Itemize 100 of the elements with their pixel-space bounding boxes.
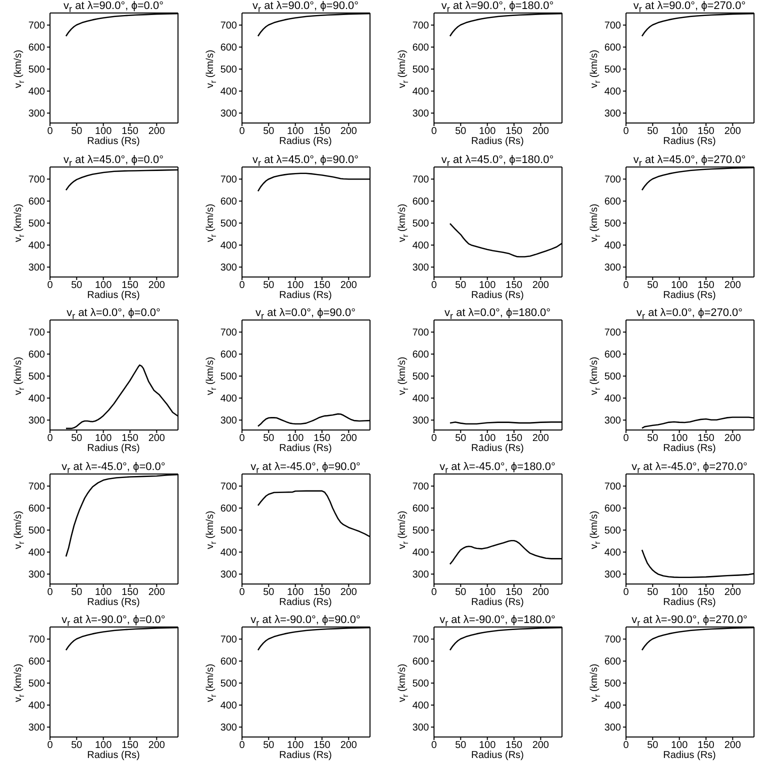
x-tick-label: 50 [455, 740, 467, 752]
x-axis-title: Radius (Rs) [87, 136, 140, 148]
y-tick-label: 300 [412, 570, 430, 581]
x-tick-label: 150 [314, 126, 331, 138]
x-tick-label: 200 [148, 740, 166, 752]
chart-title: v$_{r}$ at λ=-45.0°, ϕ=90.0° [250, 461, 360, 478]
chart-title: v$_{r}$ at λ=-90.0°, ϕ=0.0° [62, 614, 166, 630]
chart-title: v$_{r}$ at λ=0.0°, ϕ=90.0° [256, 307, 356, 324]
y-tick-label: 700 [28, 328, 46, 339]
y-tick-label: 600 [604, 350, 622, 361]
y-tick-label: 400 [220, 240, 238, 252]
x-tick-label: 0 [239, 740, 246, 752]
y-tick-label: 400 [28, 394, 46, 405]
x-tick-label: 200 [340, 740, 358, 752]
y-tick-label: 300 [604, 262, 622, 274]
y-tick-label: 700 [412, 20, 430, 32]
x-tick-label: 0 [47, 126, 54, 138]
y-tick-label: 700 [28, 174, 46, 186]
x-tick-label: 0 [623, 587, 630, 598]
x-tick-label: 150 [122, 126, 139, 138]
y-tick-label: 500 [220, 372, 238, 383]
y-tick-label: 300 [28, 108, 46, 120]
x-tick-label: 50 [71, 280, 83, 292]
x-tick-label: 200 [148, 280, 166, 292]
x-tick-label: 200 [340, 126, 358, 138]
y-tick-label: 600 [220, 656, 238, 668]
y-tick-label: 600 [412, 42, 430, 54]
y-tick-label: 500 [604, 64, 622, 76]
y-tick-label: 500 [604, 526, 622, 537]
x-tick-label: 150 [698, 587, 715, 598]
x-tick-label: 0 [431, 740, 438, 752]
y-tick-label: 500 [412, 372, 430, 383]
y-tick-label: 700 [28, 20, 46, 32]
y-tick-label: 600 [220, 42, 238, 54]
y-tick-label: 700 [412, 634, 430, 646]
x-tick-label: 0 [431, 587, 438, 598]
y-tick-label: 500 [28, 678, 46, 690]
x-tick-label: 150 [506, 280, 523, 292]
y-tick-label: 300 [28, 570, 46, 581]
x-tick-label: 0 [623, 280, 630, 292]
x-tick-label: 50 [71, 126, 83, 138]
x-axis-title: Radius (Rs) [471, 136, 524, 148]
x-tick-label: 100 [478, 433, 496, 444]
y-tick-label: 500 [604, 678, 622, 690]
y-tick-label: 400 [604, 240, 622, 252]
x-tick-label: 200 [148, 433, 166, 444]
x-tick-label: 150 [506, 740, 523, 752]
y-tick-label: 600 [604, 656, 622, 668]
chart-title: v$_{r}$ at λ=45.0°, ϕ=180.0° [441, 154, 554, 170]
x-tick-label: 50 [71, 433, 83, 444]
x-tick-label: 0 [623, 126, 630, 138]
y-tick-label: 600 [604, 196, 622, 208]
y-tick-label: 500 [604, 372, 622, 383]
y-tick-label: 400 [604, 700, 622, 712]
y-tick-label: 600 [604, 42, 622, 54]
y-tick-label: 700 [220, 482, 238, 493]
y-tick-label: 400 [28, 548, 46, 559]
y-tick-label: 700 [412, 328, 430, 339]
y-tick-label: 400 [412, 86, 430, 98]
y-tick-label: 600 [220, 504, 238, 515]
x-tick-label: 150 [698, 740, 715, 752]
y-tick-label: 600 [412, 196, 430, 208]
x-tick-label: 0 [47, 740, 54, 752]
y-tick-label: 700 [412, 174, 430, 186]
x-tick-label: 0 [431, 433, 438, 444]
x-tick-label: 50 [455, 280, 467, 292]
chart-title: v$_{r}$ at λ=-90.0°, ϕ=270.0° [632, 614, 748, 630]
x-tick-label: 0 [47, 280, 54, 292]
x-tick-label: 50 [71, 587, 83, 598]
x-tick-label: 100 [94, 126, 112, 138]
x-tick-label: 150 [122, 280, 139, 292]
y-tick-label: 300 [412, 108, 430, 120]
x-axis-title: Radius (Rs) [279, 597, 332, 609]
x-tick-label: 100 [478, 740, 496, 752]
y-tick-label: 400 [412, 394, 430, 405]
x-tick-label: 50 [647, 740, 659, 752]
x-tick-label: 200 [148, 587, 166, 598]
y-tick-label: 300 [220, 570, 238, 581]
x-tick-label: 0 [623, 740, 630, 752]
y-tick-label: 600 [28, 196, 46, 208]
x-axis-title: Radius (Rs) [279, 136, 332, 148]
x-tick-label: 100 [478, 280, 496, 292]
x-tick-label: 100 [478, 126, 496, 138]
x-tick-label: 150 [506, 126, 523, 138]
y-tick-label: 400 [604, 86, 622, 98]
x-tick-label: 50 [455, 587, 467, 598]
y-tick-label: 400 [412, 700, 430, 712]
x-tick-label: 50 [455, 126, 467, 138]
y-tick-label: 400 [220, 548, 238, 559]
y-tick-label: 700 [28, 634, 46, 646]
y-tick-label: 300 [28, 722, 46, 734]
chart-title: v$_{r}$ at λ=90.0°, ϕ=0.0° [64, 0, 164, 16]
x-tick-label: 200 [532, 126, 550, 138]
y-tick-label: 700 [604, 634, 622, 646]
x-tick-label: 50 [263, 126, 275, 138]
y-tick-label: 300 [604, 108, 622, 120]
x-tick-label: 50 [71, 740, 83, 752]
x-tick-label: 100 [94, 587, 112, 598]
x-axis-title: Radius (Rs) [663, 597, 716, 609]
x-axis-title: Radius (Rs) [663, 750, 716, 762]
